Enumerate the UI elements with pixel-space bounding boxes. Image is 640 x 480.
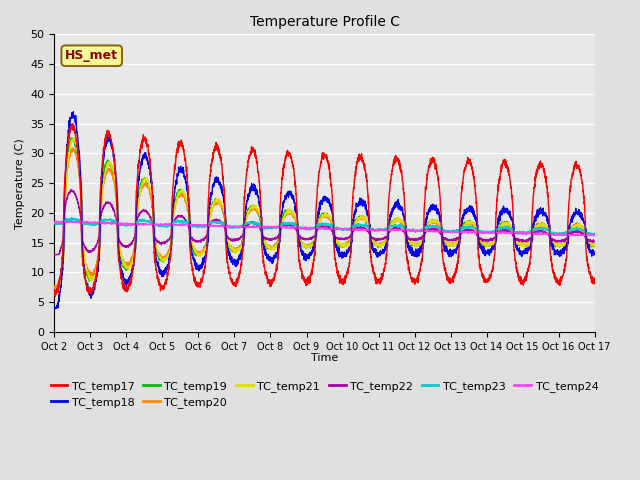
Line: TC_temp24: TC_temp24 [54,221,595,236]
TC_temp23 [51,221,58,227]
TC_temp20 [522,244,530,250]
TC_temp21 [113,186,120,192]
TC_temp21 [51,290,58,296]
TC_temp21 [51,292,59,298]
TC_temp22 [113,216,120,221]
TC_temp18 [258,224,266,229]
TC_temp17 [51,293,59,299]
TC_temp20 [591,242,598,248]
TC_temp18 [522,250,530,256]
TC_temp20 [282,213,289,219]
TC_temp23 [258,223,266,228]
Y-axis label: Temperature (C): Temperature (C) [15,138,25,228]
TC_temp20 [580,226,588,232]
TC_temp24 [522,230,530,236]
TC_temp20 [52,287,60,293]
TC_temp20 [258,222,266,228]
TC_temp22 [145,211,152,216]
Line: TC_temp19: TC_temp19 [54,138,595,296]
TC_temp22 [51,252,58,257]
TC_temp24 [51,219,58,225]
TC_temp19 [282,207,289,213]
TC_temp19 [258,233,266,239]
TC_temp22 [258,231,266,237]
Title: Temperature Profile C: Temperature Profile C [250,15,399,29]
TC_temp17 [282,154,289,160]
TC_temp22 [591,239,598,244]
TC_temp18 [580,221,588,227]
TC_temp19 [51,290,58,296]
TC_temp21 [580,227,588,233]
TC_temp24 [113,221,120,227]
TC_temp17 [591,279,598,285]
TC_temp18 [282,196,289,202]
TC_temp19 [145,182,152,188]
TC_temp17 [258,244,266,250]
TC_temp22 [67,187,75,192]
TC_temp23 [522,231,530,237]
TC_temp17 [580,199,588,204]
Line: TC_temp23: TC_temp23 [54,218,595,235]
TC_temp19 [51,293,58,299]
TC_temp18 [591,250,598,255]
TC_temp19 [591,242,598,248]
TC_temp18 [51,305,59,311]
TC_temp23 [68,215,76,221]
TC_temp17 [113,188,120,194]
Line: TC_temp18: TC_temp18 [54,112,595,308]
TC_temp24 [580,232,588,238]
TC_temp22 [282,222,289,228]
TC_temp24 [145,221,152,227]
Legend: TC_temp17, TC_temp18, TC_temp19, TC_temp20, TC_temp21, TC_temp22, TC_temp23, TC_: TC_temp17, TC_temp18, TC_temp19, TC_temp… [46,376,603,412]
TC_temp20 [145,185,152,191]
TC_temp20 [69,145,77,151]
TC_temp17 [51,289,58,295]
TC_temp23 [145,218,152,224]
TC_temp24 [572,233,580,239]
TC_temp19 [580,229,588,235]
TC_temp22 [522,238,530,243]
TC_temp23 [591,230,598,236]
TC_temp18 [70,109,77,115]
X-axis label: Time: Time [311,353,338,363]
TC_temp20 [113,192,120,198]
TC_temp24 [258,225,266,230]
TC_temp19 [113,197,120,203]
TC_temp23 [580,228,588,233]
TC_temp19 [68,135,76,141]
TC_temp21 [145,180,152,185]
TC_temp21 [70,135,78,141]
TC_temp24 [591,232,598,238]
TC_temp17 [522,274,530,279]
Line: TC_temp21: TC_temp21 [54,138,595,295]
TC_temp20 [51,283,58,289]
Line: TC_temp22: TC_temp22 [54,190,595,254]
TC_temp17 [145,151,152,157]
TC_temp21 [522,241,530,247]
TC_temp18 [145,162,152,168]
TC_temp21 [591,242,598,248]
TC_temp19 [522,241,530,247]
TC_temp18 [113,176,120,182]
Line: TC_temp20: TC_temp20 [54,148,595,290]
TC_temp22 [580,232,588,238]
TC_temp24 [282,224,289,230]
Text: HS_met: HS_met [65,49,118,62]
TC_temp17 [68,121,76,127]
TC_temp21 [282,212,289,218]
TC_temp21 [258,218,266,224]
Line: TC_temp17: TC_temp17 [54,124,595,296]
TC_temp23 [589,232,596,238]
TC_temp23 [282,220,289,226]
TC_temp23 [113,219,120,225]
TC_temp18 [51,303,58,309]
TC_temp24 [53,218,61,224]
